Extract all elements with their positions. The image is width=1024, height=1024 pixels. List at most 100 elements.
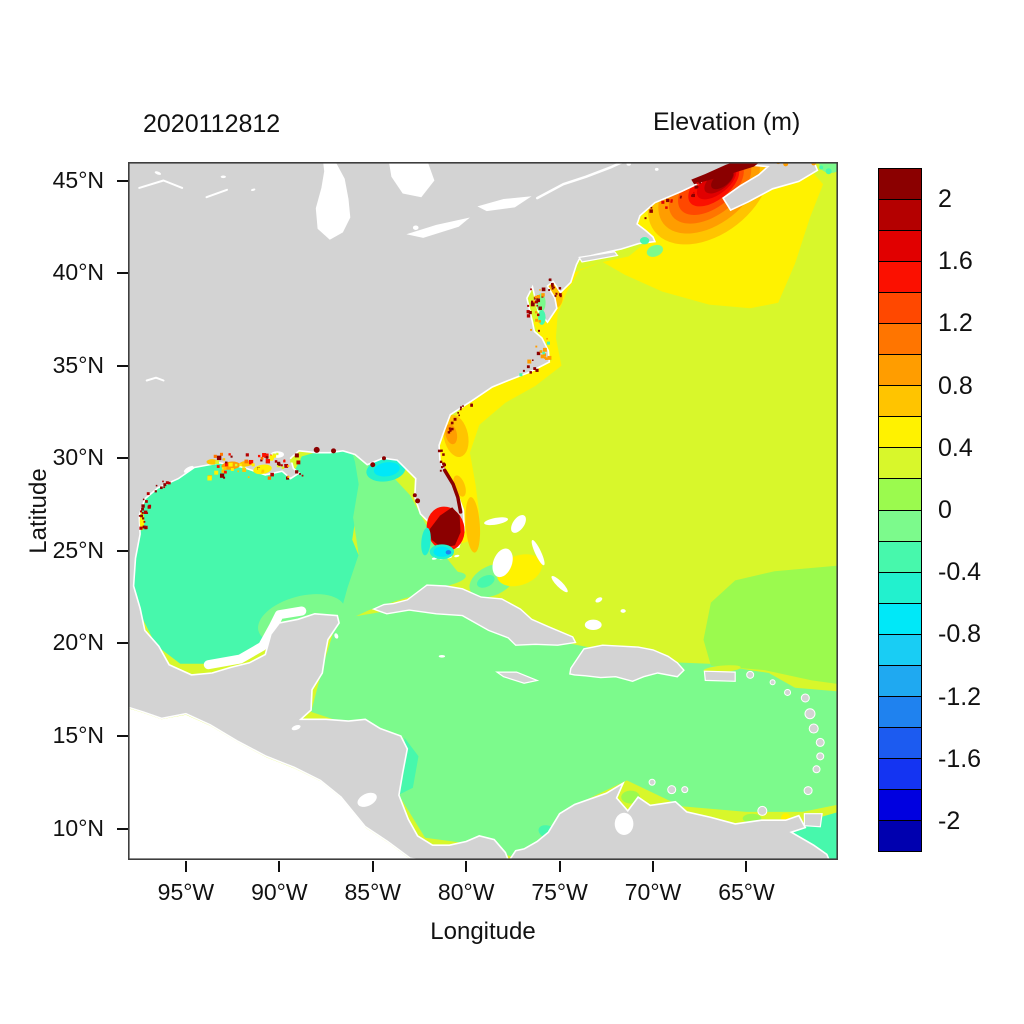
speckles-texas-coast (143, 510, 148, 515)
speckles-texas-coast (138, 515, 141, 517)
gulfcoast-darkred-dots (331, 448, 337, 454)
colorbar-segment (879, 199, 921, 231)
speckles-louisiana-marsh (260, 456, 264, 460)
speckles-texas-coast (142, 517, 145, 520)
y-tick-mark (117, 827, 128, 830)
colorbar-segment (879, 509, 921, 541)
florida-bay-cyan (433, 546, 451, 557)
y-tick-label: 45°N (52, 166, 104, 193)
bahama-banks-nodata (438, 655, 446, 658)
speckles-georgia-coast (457, 412, 459, 414)
bahama-banks-nodata (492, 548, 513, 578)
speckles-delaware (554, 294, 557, 297)
florida-bay-blue-dot (445, 550, 452, 555)
lesser-antilles-islands (812, 765, 821, 774)
lake-michigan (315, 154, 351, 240)
speckles-nefl-coast (439, 460, 443, 464)
speckles-georgia-coast (450, 421, 454, 425)
speckles-chesapeake (538, 306, 542, 310)
lesser-antilles-islands (648, 778, 656, 786)
lake-erie (406, 217, 470, 238)
speckles-louisiana-marsh (281, 466, 285, 469)
speckles-nc-sounds (542, 351, 545, 355)
colorbar-segment (879, 726, 921, 758)
speckles-louisiana-marsh (267, 476, 272, 480)
speckles-texas-coast (139, 526, 143, 530)
x-tick-mark (371, 861, 374, 872)
colorbar-segment (879, 169, 921, 200)
land-hispaniola (569, 644, 685, 683)
speckles-texas-coast (154, 490, 157, 493)
speckles-nc-sounds (519, 373, 523, 377)
speckles-nc-sounds (542, 347, 547, 352)
speckles-louisiana-marsh (245, 453, 249, 457)
speckles-louisiana-marsh (242, 466, 246, 470)
speckles-louisiana-marsh (296, 457, 301, 462)
speckles-texas-coast (155, 484, 158, 487)
y-tick-mark (117, 364, 128, 367)
x-tick-label: 80°W (437, 879, 495, 905)
speckles-georgia-coast (458, 414, 461, 417)
date-label: 2020112812 (143, 110, 281, 138)
speckles-nefl-coast (441, 466, 444, 469)
x-tick-label: 90°W (251, 879, 308, 905)
amber-gulfstream-florida (465, 497, 481, 553)
speckles-maine-coast (696, 182, 699, 185)
louisiana-amber-patches (206, 459, 218, 465)
gulfcoast-darkred-dots (415, 498, 421, 504)
colorbar-segment (879, 571, 921, 603)
speckles-nefl-coast (442, 453, 445, 456)
land-long-island (578, 251, 619, 263)
stlawrence-corner-greens (819, 165, 824, 170)
bahama-banks-nodata (595, 597, 603, 603)
colorbar-segment (879, 416, 921, 448)
speckles-texas-coast (146, 492, 150, 496)
speckles-delaware (548, 278, 551, 281)
speckles-chesapeake (536, 313, 540, 317)
speckles-maine-coast (670, 200, 673, 203)
x-tick-label: 95°W (157, 879, 215, 905)
bahama-banks-nodata (551, 575, 568, 593)
florida-keys-nodata (454, 554, 460, 558)
speckles-maine-coast (696, 180, 700, 184)
land-puerto-rico (703, 670, 736, 682)
speckles-louisiana-marsh (299, 473, 301, 475)
colorbar-label: 0.4 (938, 433, 973, 462)
lesser-antilles-islands (784, 688, 792, 696)
speckles-georgia-coast (451, 427, 454, 431)
speckles-maine-coast (667, 199, 669, 201)
speckles-maine-coast (698, 185, 702, 189)
speckles-maine-coast (693, 191, 695, 194)
speckles-delaware (553, 286, 555, 289)
land-south-america (503, 781, 834, 869)
everglades-darkred (428, 507, 461, 548)
speckles-maine-coast (680, 195, 682, 198)
canada-lake-arc-1 (138, 179, 184, 189)
speckles-louisiana-marsh (269, 457, 273, 461)
misc-inland-lakes (412, 225, 419, 230)
speckles-louisiana-marsh (214, 470, 219, 475)
speckles-chesapeake (530, 288, 532, 291)
chartreuse-north-puertorico (703, 665, 741, 673)
misc-inland-lakes (250, 188, 256, 191)
gom-core-darkred (711, 169, 734, 190)
estuary-springgreen-patches (538, 310, 546, 325)
lesser-antilles-islands (815, 737, 825, 747)
speckles-maine-coast (644, 217, 647, 220)
speckles-louisiana-marsh (248, 459, 254, 465)
speckles-louisiana-marsh (224, 463, 228, 467)
colorbar-segment (879, 447, 921, 479)
colorbar-segment (879, 354, 921, 386)
speckles-georgia-coast (459, 406, 462, 409)
speckles-texas-coast (168, 481, 171, 485)
y-tick-mark (117, 179, 128, 182)
speckles-louisiana-marsh (290, 459, 294, 463)
speckles-chesapeake (541, 293, 545, 297)
speckles-louisiana-marsh (244, 459, 249, 464)
speckles-chesapeake (541, 295, 544, 298)
speckles-louisiana-marsh (223, 476, 226, 479)
speckles-texas-coast (144, 527, 147, 530)
speckles-maine-coast (691, 193, 695, 198)
speckles-louisiana-marsh (287, 475, 290, 478)
bahama-banks-nodata (620, 609, 626, 613)
